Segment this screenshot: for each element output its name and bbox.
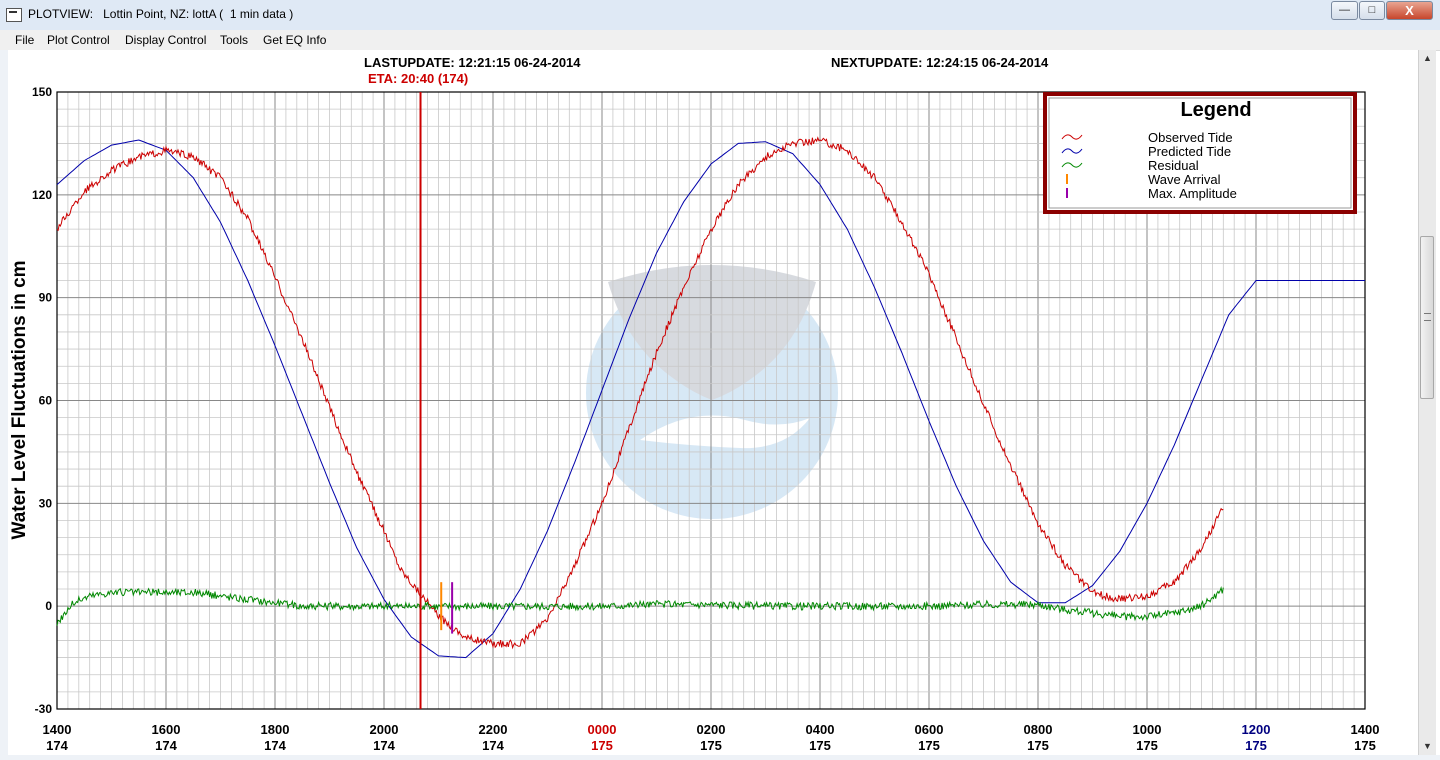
x-tick-time-label: 1000	[1133, 722, 1162, 737]
legend-label: Predicted Tide	[1148, 144, 1231, 159]
legend-swatch-residual	[1061, 162, 1083, 168]
vertical-scrollbar[interactable]: ▲ ▼	[1418, 50, 1436, 755]
x-tick-day-label: 174	[155, 738, 177, 753]
grid	[56, 91, 1366, 710]
x-tick-day-label: 174	[482, 738, 504, 753]
x-tick-day-label: 174	[264, 738, 286, 753]
x-tick-time-label: 1200	[1242, 722, 1271, 737]
next-update-label: NEXTUPDATE: 12:24:15 06-24-2014	[831, 55, 1049, 70]
x-tick-time-label: 2200	[479, 722, 508, 737]
x-tick-day-label: 175	[1245, 738, 1267, 753]
maximize-button[interactable]: □	[1359, 1, 1385, 20]
plot-frame	[56, 91, 1366, 710]
series-line	[56, 136, 1224, 650]
series-line	[56, 585, 1224, 626]
x-tick-time-label: 0600	[915, 722, 944, 737]
x-tick-day-label: 175	[918, 738, 940, 753]
y-tick-label: 90	[39, 291, 53, 305]
x-tick-time-label: 1800	[261, 722, 290, 737]
x-tick-time-label: 1400	[1351, 722, 1380, 737]
menu-plot-control[interactable]: Plot Control	[47, 33, 110, 47]
x-tick-day-label: 175	[591, 738, 613, 753]
legend-label: Residual	[1148, 158, 1199, 173]
markers	[419, 92, 454, 709]
x-tick-day-label: 174	[373, 738, 395, 753]
legend-swatch-observed-tide	[1061, 134, 1083, 140]
legend-label: Observed Tide	[1148, 130, 1233, 145]
y-tick-label: 120	[32, 188, 52, 202]
x-tick-day-label: 175	[1027, 738, 1049, 753]
y-tick-label: 30	[39, 496, 53, 510]
x-tick-day-label: 175	[1354, 738, 1376, 753]
legend-inner-border	[1048, 97, 1352, 209]
window-frame-left	[0, 50, 8, 760]
x-tick-time-label: 0800	[1024, 722, 1053, 737]
x-tick-time-label: 1600	[152, 722, 181, 737]
y-axis-label: Water Level Fluctuations in cm	[9, 260, 30, 539]
legend-title: Legend	[1180, 99, 1251, 121]
x-tick-time-label: 0200	[697, 722, 726, 737]
x-tick-day-label: 175	[700, 738, 722, 753]
x-tick-day-label: 175	[809, 738, 831, 753]
scroll-down-arrow[interactable]: ▼	[1423, 741, 1432, 751]
window-title: PLOTVIEW: Lottin Point, NZ: lottA ( 1 mi…	[28, 7, 294, 21]
x-tick-time-label: 1400	[43, 722, 72, 737]
menu-tools[interactable]: Tools	[220, 33, 249, 47]
x-tick-day-label: 174	[46, 738, 68, 753]
eta-label: ETA: 20:40 (174)	[368, 71, 469, 86]
minimize-button[interactable]: —	[1331, 1, 1358, 20]
legend-box	[1043, 92, 1357, 214]
menu-get-eq-info[interactable]: Get EQ Info	[263, 33, 327, 47]
y-tick-label: -30	[35, 702, 53, 716]
x-axis-ticks: 1400174160017418001742000174220017400001…	[43, 722, 1380, 753]
scroll-grip-icon	[1424, 313, 1431, 321]
title-bar: PLOTVIEW: Lottin Point, NZ: lottA ( 1 mi…	[0, 0, 1440, 31]
last-update-label: LASTUPDATE: 12:21:15 06-24-2014	[364, 55, 581, 70]
y-tick-label: 0	[45, 599, 52, 613]
x-tick-day-label: 175	[1136, 738, 1158, 753]
series	[56, 136, 1365, 659]
x-tick-time-label: 0000	[588, 722, 617, 737]
legend-label: Wave Arrival	[1148, 172, 1221, 187]
y-tick-label: 60	[39, 394, 53, 408]
app-icon	[6, 8, 22, 22]
series-line	[56, 139, 1365, 659]
legend-label: Max. Amplitude	[1148, 186, 1237, 201]
y-axis-ticks: -30 0 30 60 90 120 150	[32, 85, 52, 716]
legend-swatch-predicted-tide	[1061, 148, 1083, 154]
x-tick-time-label: 0400	[806, 722, 835, 737]
close-button[interactable]: X	[1386, 1, 1433, 20]
menu-file[interactable]: File	[15, 33, 35, 47]
window-frame-bottom	[0, 755, 1440, 760]
scroll-up-arrow[interactable]: ▲	[1423, 53, 1432, 63]
menu-display-control[interactable]: Display Control	[125, 33, 207, 47]
x-tick-time-label: 2000	[370, 722, 399, 737]
scroll-thumb[interactable]	[1420, 236, 1434, 399]
y-tick-label: 150	[32, 85, 52, 99]
